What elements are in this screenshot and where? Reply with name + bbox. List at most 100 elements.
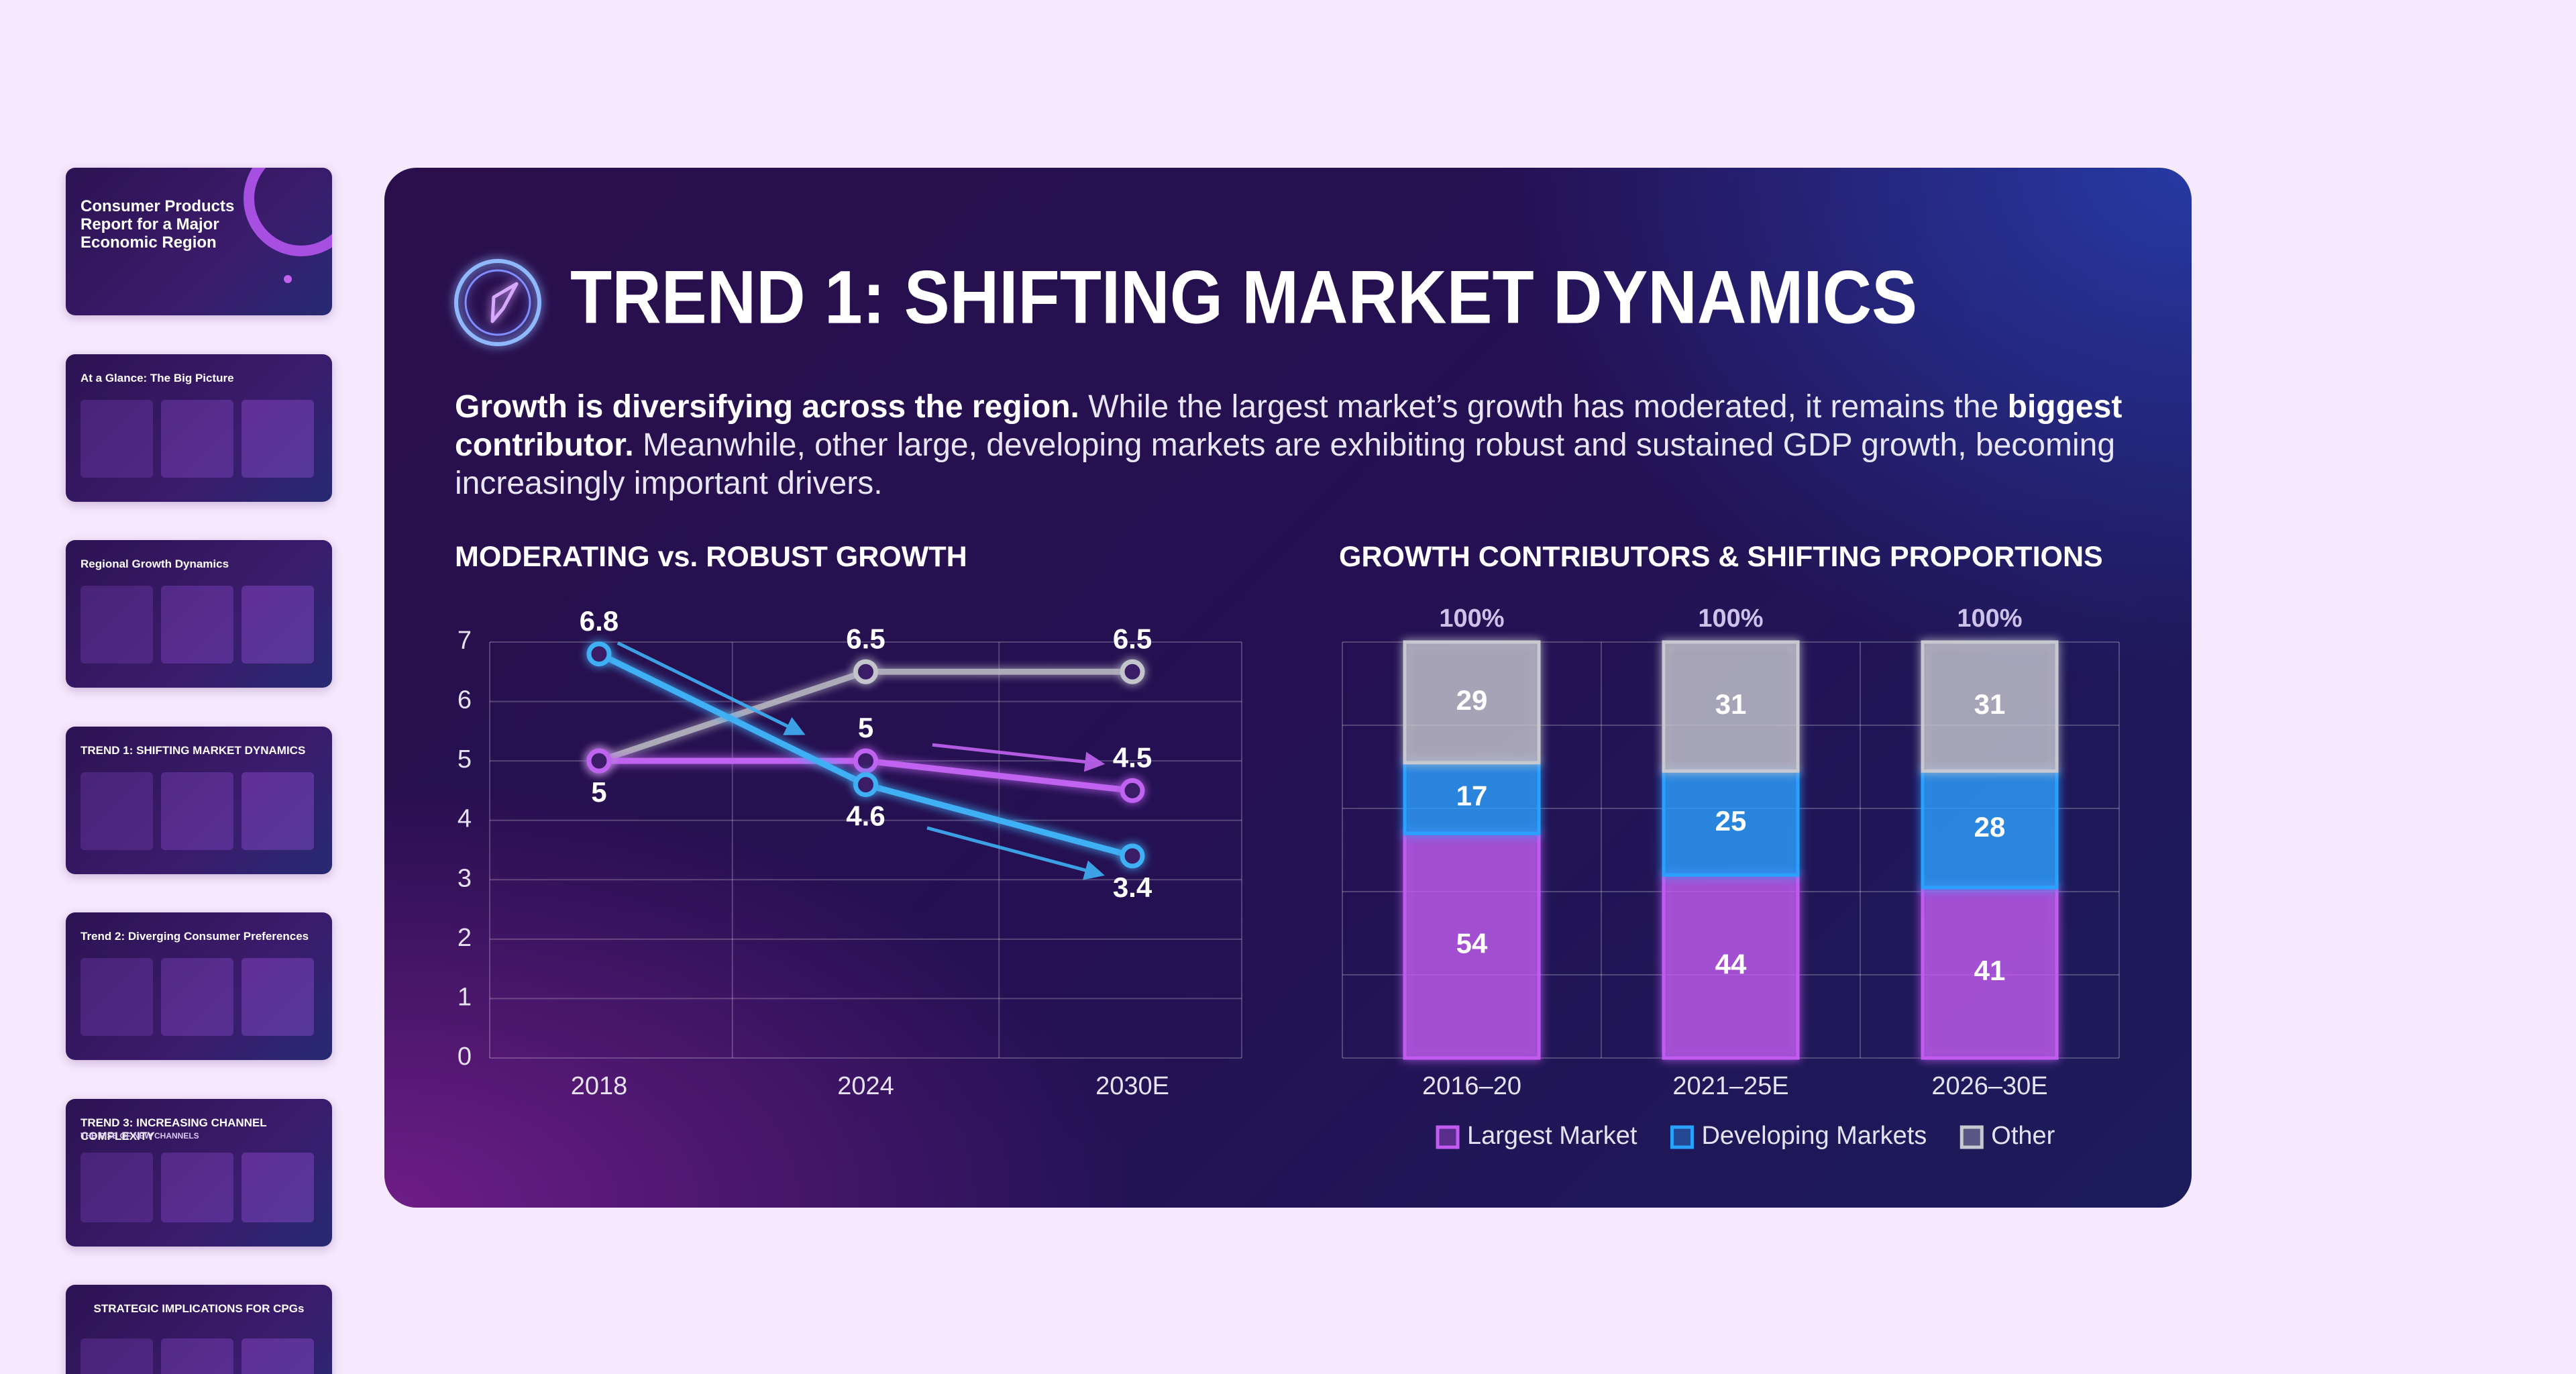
- thumbnail-panel: [161, 958, 233, 1036]
- bar-segment: [1662, 769, 1800, 877]
- legend-label: Other: [1991, 1122, 2055, 1150]
- thumbnail-title: At a Glance: The Big Picture: [80, 371, 234, 384]
- y-tick-label: 0: [458, 1043, 472, 1071]
- data-label: 4.5: [1113, 742, 1152, 774]
- bar-segment: [1662, 640, 1800, 773]
- line-point: [1120, 659, 1145, 684]
- thumbnail-panel: [241, 399, 314, 478]
- thumbnail-panel: [161, 1338, 233, 1374]
- data-label: 4.6: [846, 800, 885, 832]
- compass-icon: [454, 259, 541, 346]
- line-point: [586, 641, 612, 667]
- line-point: [853, 659, 878, 684]
- data-label: 5: [858, 712, 873, 743]
- x-tick-label: 2016–20: [1422, 1072, 1521, 1100]
- thumbnail-title: TREND 1: SHIFTING MARKET DYNAMICS: [80, 743, 306, 757]
- slide-thumbnail[interactable]: At a Glance: The Big Picture: [66, 354, 332, 502]
- chart-title: MODERATING vs. ROBUST GROWTH: [455, 541, 967, 573]
- data-label: 5: [591, 776, 606, 808]
- data-label: 54: [1456, 928, 1488, 959]
- data-label: 25: [1715, 805, 1747, 837]
- thumbnail-title: TREND 3: INCREASING CHANNEL COMPLEXITY: [80, 1116, 267, 1143]
- thumbnail-panel: [161, 1152, 233, 1222]
- legend-swatch: [1670, 1125, 1694, 1149]
- data-label: 6.5: [1113, 623, 1152, 654]
- slide-thumbnail[interactable]: TREND 3: INCREASING CHANNEL COMPLEXITY TH…: [66, 1098, 332, 1247]
- line-point: [853, 748, 878, 774]
- y-tick-label: 4: [458, 805, 472, 833]
- trend-arrow: [926, 826, 1105, 880]
- thumbnail-panel: [241, 958, 314, 1036]
- trend-arrow: [616, 641, 806, 735]
- slide-thumbnail[interactable]: Trend 2: Diverging Consumer Preferences: [66, 912, 332, 1060]
- line-point: [1120, 843, 1145, 869]
- line-point: [586, 748, 612, 774]
- line-point: [853, 772, 878, 798]
- thumbnail-panel: [80, 586, 153, 664]
- thumbnail-panel: [241, 1338, 314, 1374]
- thumbnail-panel: [241, 586, 314, 664]
- bar-segment: [1403, 640, 1541, 765]
- body-text-run: Growth is diversifying across the region…: [455, 389, 1079, 425]
- x-tick-label: 2026–30E: [1931, 1072, 2047, 1100]
- data-label: 6.8: [580, 605, 619, 637]
- bar-segment: [1921, 640, 2059, 773]
- thumbnail-decoration: [284, 275, 292, 283]
- x-tick-label: 2030E: [1095, 1072, 1169, 1100]
- thumbnail-panel: [80, 958, 153, 1036]
- y-tick-label: 6: [458, 686, 472, 715]
- thumbnail-panel: [80, 1338, 153, 1374]
- bar-segment: [1921, 886, 2059, 1060]
- data-label: 41: [1974, 955, 2006, 986]
- trend-arrow: [932, 743, 1106, 772]
- thumbnail-title: Consumer Products Report for a Major Eco…: [80, 197, 235, 252]
- body-text-run: biggest contributor.: [455, 389, 2123, 463]
- y-tick-label: 1: [458, 983, 472, 1011]
- slide-thumbnails: Consumer Products Report for a Major Eco…: [0, 0, 376, 1374]
- slide-thumbnail[interactable]: STRATEGIC IMPLICATIONS FOR CPGs: [66, 1285, 332, 1374]
- y-tick-label: 3: [458, 864, 472, 892]
- total-label: 100%: [1439, 604, 1504, 633]
- thumbnail-subtitle: THE RISE OF NEW CHANNELS: [80, 1130, 199, 1141]
- slide-thumbnail[interactable]: Regional Growth Dynamics: [66, 540, 332, 688]
- bar-segment: [1403, 761, 1541, 835]
- slide-thumbnail[interactable]: Consumer Products Report for a Major Eco…: [66, 168, 332, 315]
- thumbnail-panel: [241, 1152, 314, 1222]
- thumbnail-panel: [241, 772, 314, 850]
- data-label: 31: [1974, 688, 2006, 720]
- y-tick-label: 2: [458, 924, 472, 952]
- data-label: 28: [1974, 811, 2006, 843]
- data-label: 29: [1456, 684, 1488, 716]
- chart-title: GROWTH CONTRIBUTORS & SHIFTING PROPORTIO…: [1339, 541, 2103, 573]
- thumbnail-panel: [161, 399, 233, 478]
- legend-swatch: [1960, 1125, 1984, 1149]
- thumbnail-panel: [80, 772, 153, 850]
- y-tick-label: 5: [458, 745, 472, 774]
- thumbnail-panel: [80, 399, 153, 478]
- thumbnail-panel: [161, 772, 233, 850]
- data-label: 3.4: [1113, 871, 1152, 903]
- slide-body: Growth is diversifying across the region…: [455, 388, 2132, 503]
- slide-title: TREND 1: SHIFTING MARKET DYNAMICS: [570, 256, 1917, 339]
- x-tick-label: 2024: [837, 1072, 894, 1100]
- slide: [384, 168, 2192, 1208]
- bar-segment: [1403, 831, 1541, 1060]
- thumbnail-panel: [80, 1152, 153, 1222]
- body-text-run: While the largest market’s growth has mo…: [1079, 389, 2008, 425]
- line-point: [1120, 778, 1145, 803]
- data-label: 31: [1715, 688, 1747, 720]
- thumbnail-panel: [161, 586, 233, 664]
- slide-thumbnail[interactable]: TREND 1: SHIFTING MARKET DYNAMICS: [66, 726, 332, 874]
- legend-swatch: [1436, 1125, 1460, 1149]
- data-label: 44: [1715, 949, 1747, 980]
- body-text-run: Meanwhile, other large, developing marke…: [455, 427, 2116, 501]
- thumbnail-title: Trend 2: Diverging Consumer Preferences: [80, 930, 309, 943]
- total-label: 100%: [1698, 604, 1763, 633]
- data-label: 17: [1456, 780, 1488, 812]
- legend-label: Largest Market: [1467, 1122, 1638, 1150]
- total-label: 100%: [1957, 604, 2022, 633]
- thumbnail-title: STRATEGIC IMPLICATIONS FOR CPGs: [93, 1302, 305, 1315]
- x-tick-label: 2021–25E: [1672, 1072, 1788, 1100]
- y-tick-label: 7: [458, 627, 472, 655]
